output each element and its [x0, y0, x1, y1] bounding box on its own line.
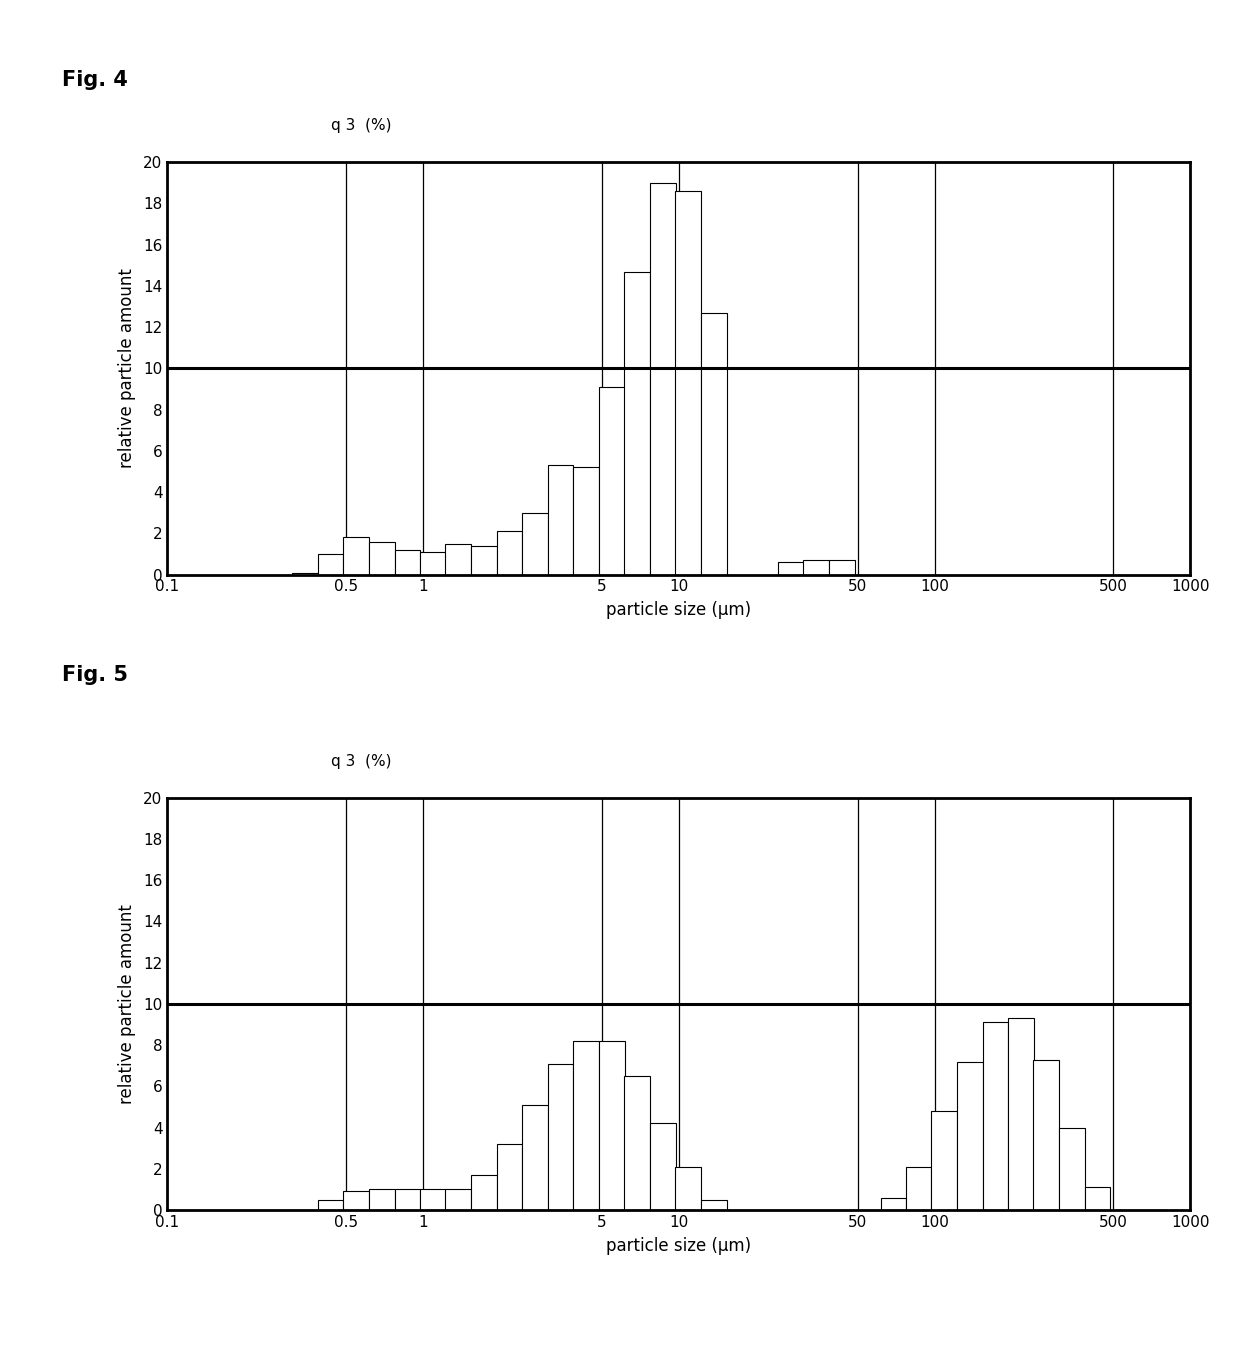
- Bar: [804, 560, 830, 575]
- Bar: [701, 312, 727, 575]
- Bar: [420, 1190, 445, 1210]
- Bar: [599, 1041, 625, 1210]
- Bar: [548, 465, 573, 575]
- Bar: [1085, 1187, 1110, 1210]
- Bar: [343, 1191, 370, 1210]
- Bar: [496, 1144, 522, 1210]
- Bar: [370, 1190, 394, 1210]
- Bar: [1008, 1018, 1033, 1210]
- Bar: [293, 572, 317, 575]
- Bar: [471, 546, 497, 575]
- Bar: [982, 1022, 1008, 1210]
- Text: Fig. 5: Fig. 5: [62, 665, 128, 685]
- Bar: [1033, 1060, 1059, 1210]
- Bar: [650, 183, 676, 575]
- Bar: [650, 1124, 676, 1210]
- Bar: [343, 538, 370, 575]
- Bar: [522, 1105, 548, 1210]
- Bar: [471, 1175, 497, 1210]
- Bar: [445, 1190, 471, 1210]
- Bar: [445, 544, 471, 575]
- Y-axis label: relative particle amount: relative particle amount: [118, 269, 136, 468]
- Bar: [317, 554, 343, 575]
- Bar: [777, 562, 804, 575]
- X-axis label: particle size (μm): particle size (μm): [606, 602, 751, 619]
- Y-axis label: relative particle amount: relative particle amount: [118, 904, 136, 1103]
- Bar: [394, 550, 420, 575]
- Bar: [573, 468, 599, 575]
- Bar: [420, 552, 445, 575]
- Bar: [931, 1111, 957, 1210]
- Text: q 3  (%): q 3 (%): [331, 754, 392, 769]
- Bar: [625, 272, 650, 575]
- Bar: [676, 1167, 702, 1210]
- Bar: [599, 387, 625, 575]
- Bar: [676, 191, 702, 575]
- Bar: [830, 560, 854, 575]
- Bar: [394, 1190, 420, 1210]
- Bar: [1059, 1128, 1085, 1210]
- Bar: [522, 512, 548, 575]
- Bar: [957, 1061, 982, 1210]
- Bar: [906, 1167, 931, 1210]
- Bar: [370, 542, 394, 575]
- Bar: [496, 531, 522, 575]
- Text: q 3  (%): q 3 (%): [331, 119, 392, 134]
- Bar: [548, 1064, 573, 1210]
- Text: Fig. 4: Fig. 4: [62, 70, 128, 91]
- Bar: [317, 1199, 343, 1210]
- Bar: [882, 1198, 906, 1210]
- X-axis label: particle size (μm): particle size (μm): [606, 1237, 751, 1255]
- Bar: [625, 1076, 650, 1210]
- Bar: [701, 1199, 727, 1210]
- Bar: [573, 1041, 599, 1210]
